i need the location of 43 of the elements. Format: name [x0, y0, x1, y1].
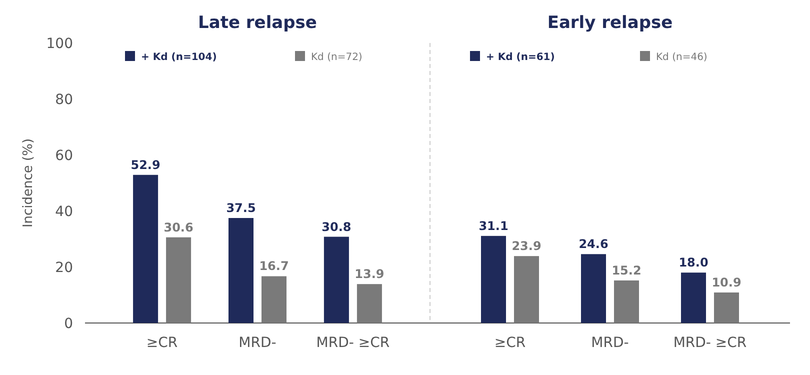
- data-label: 52.9: [130, 158, 160, 172]
- data-label: 37.5: [226, 201, 256, 215]
- data-label: 13.9: [354, 267, 384, 282]
- y-tick-label: 0: [64, 316, 73, 332]
- bar: [324, 236, 349, 323]
- legend-label: + Kd (n=61): [486, 52, 555, 63]
- legend-label: Kd (n=72): [311, 52, 362, 63]
- bar: [481, 236, 506, 323]
- bar: [356, 284, 382, 323]
- data-label: 18.0: [678, 256, 708, 270]
- y-tick-label: 100: [46, 36, 73, 52]
- y-tick-label: 80: [55, 92, 73, 108]
- bar: [614, 280, 639, 323]
- y-tick-label: 40: [55, 204, 73, 220]
- bar: [714, 292, 739, 323]
- data-label: 24.6: [578, 237, 608, 252]
- chart-title: Late relapse: [198, 13, 317, 33]
- x-tick-label: MRD-: [591, 335, 629, 351]
- data-label: 31.1: [478, 218, 508, 233]
- data-label: 30.6: [164, 220, 194, 234]
- chart-title: Early relapse: [547, 13, 673, 33]
- bar: [228, 218, 254, 323]
- y-tick-label: 20: [55, 260, 73, 276]
- y-tick-label: 60: [55, 148, 73, 164]
- data-label: 23.9: [512, 239, 542, 254]
- data-label: 15.2: [612, 263, 642, 278]
- bar: [514, 256, 539, 323]
- bar: [133, 174, 158, 323]
- bar: [681, 272, 706, 323]
- data-label: 10.9: [712, 275, 742, 290]
- x-tick-label: ≥CR: [146, 335, 178, 351]
- data-label: 16.7: [259, 259, 289, 274]
- legend-label: + Kd (n=104): [141, 52, 217, 63]
- x-tick-label: ≥CR: [494, 335, 526, 351]
- legend-label: Kd (n=46): [656, 52, 708, 63]
- x-tick-label: MRD- ≥CR: [316, 335, 390, 351]
- bar: [262, 276, 286, 323]
- x-tick-label: MRD- ≥CR: [673, 335, 747, 351]
- bar: [581, 254, 606, 323]
- data-label: 30.8: [322, 220, 352, 234]
- bar: [166, 237, 192, 323]
- x-tick-label: MRD-: [238, 335, 276, 351]
- y-axis-title: Incidence (%): [21, 138, 36, 228]
